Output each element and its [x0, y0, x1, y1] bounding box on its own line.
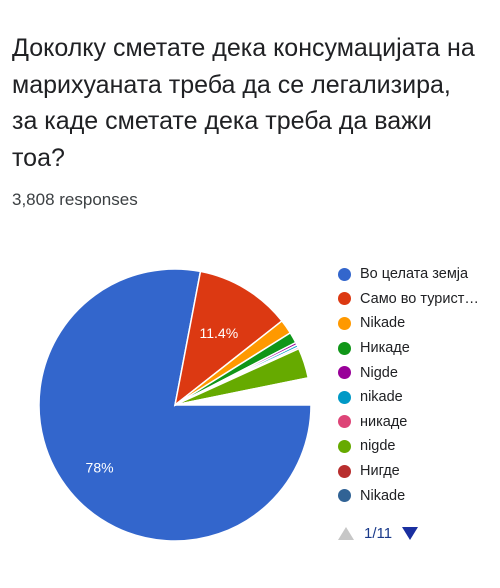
legend-label: Nigde: [360, 364, 398, 381]
legend-swatch: [338, 415, 351, 429]
legend-swatch: [338, 316, 351, 330]
legend-item: nigde: [338, 434, 498, 459]
previous-page-icon[interactable]: [338, 527, 354, 540]
legend-item: Никаде: [338, 336, 498, 361]
slice-data-label: 11.4%: [199, 325, 238, 341]
legend-swatch: [338, 390, 351, 404]
legend-swatch: [338, 489, 351, 503]
legend-swatch: [338, 366, 351, 380]
page-indicator: 1/11: [364, 525, 393, 542]
legend-swatch: [338, 464, 351, 478]
pie-slice: [173, 270, 283, 407]
legend-label: nigde: [360, 438, 396, 455]
legend-label: Само во турист…: [360, 290, 479, 307]
legend-label: nikade: [360, 389, 403, 406]
legend-item: Nigde: [338, 360, 498, 385]
pie-slice: [174, 377, 310, 406]
legend-label: Во целата земја: [360, 266, 469, 283]
legend-label: Nikade: [360, 315, 406, 332]
legend-label: Нигде: [360, 463, 400, 480]
legend-label: Никаде: [360, 340, 410, 357]
legend-item: nikade: [338, 385, 498, 410]
legend-swatch: [338, 292, 351, 306]
legend-item: Само во турист…: [338, 287, 498, 312]
pie-chart: 78% 11.4%: [38, 268, 312, 542]
legend-pager: 1/11: [338, 525, 419, 542]
legend-label: никаде: [360, 413, 408, 430]
legend-swatch: [338, 439, 351, 453]
chart-legend: Во целата земја Само во турист… Nikade Ника…: [338, 262, 498, 508]
legend-item: Во целата земја: [338, 262, 498, 287]
response-count: 3,808 responses: [12, 190, 138, 209]
legend-swatch: [338, 341, 351, 355]
legend-label: Nikade: [360, 487, 406, 504]
legend-item: Nikade: [338, 311, 498, 336]
slice-data-label: 78%: [86, 459, 114, 475]
legend-item: Nikade: [338, 483, 498, 508]
legend-swatch: [338, 267, 351, 281]
legend-item: никаде: [338, 410, 498, 435]
next-page-icon[interactable]: [402, 527, 419, 540]
legend-item: Нигде: [338, 459, 498, 484]
question-title: Доколку сметате дека консумацијата на ма…: [12, 34, 475, 172]
